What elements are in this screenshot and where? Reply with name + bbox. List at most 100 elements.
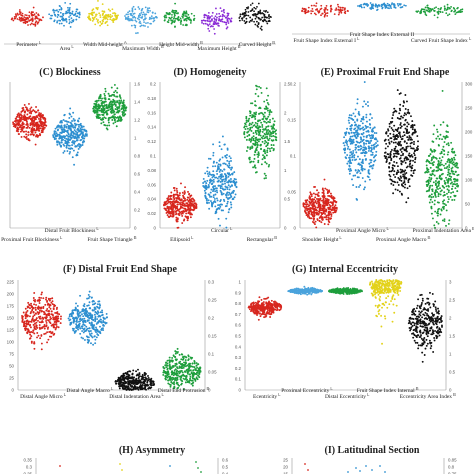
panel-a-point	[168, 13, 171, 16]
panel-c-point	[93, 105, 96, 108]
panel-a-point	[218, 12, 221, 15]
panel-c-point	[33, 110, 36, 113]
panel-c-point	[103, 116, 106, 119]
panel-d-point	[213, 174, 216, 177]
panel-d-point	[251, 136, 254, 139]
panel-d-point	[218, 175, 220, 178]
panel-c-point	[23, 114, 26, 117]
panel-c-point	[62, 151, 65, 154]
panel-c-point	[60, 124, 63, 127]
panel-e-point	[384, 151, 386, 154]
panel-a-point	[229, 19, 232, 22]
panel-a-point	[260, 25, 263, 28]
panel-e-point	[412, 172, 415, 175]
panel-a-point	[60, 8, 63, 11]
panel-e-point	[321, 191, 324, 194]
panel-d-point	[223, 168, 226, 171]
panel-d-point	[274, 135, 276, 138]
panel-b-point	[315, 8, 317, 11]
panel-b-point	[301, 9, 304, 12]
panel-d-point	[262, 135, 265, 138]
panel-d-point	[251, 121, 254, 124]
panel-a-point	[139, 25, 142, 28]
panel-c-point	[77, 123, 80, 126]
panel-d-point	[218, 207, 221, 210]
panel-f-point	[43, 313, 46, 316]
panel-c-point	[71, 120, 74, 122]
panel-c-point	[79, 122, 82, 125]
panel-e-point	[358, 158, 361, 161]
panel-a-point	[102, 18, 105, 21]
panel-b-point	[436, 16, 439, 19]
panel-a-point	[144, 13, 146, 16]
panel-b-point	[420, 8, 423, 11]
panel-d-point	[245, 150, 248, 152]
panel-c-point	[115, 101, 117, 104]
panel-d-point	[258, 125, 261, 128]
panel-e-point	[408, 152, 411, 155]
panel-d-point	[253, 115, 256, 118]
panel-e-point	[416, 135, 419, 138]
panel-f-point	[39, 315, 42, 318]
panel-d-point	[205, 199, 208, 202]
panel-a-point	[221, 20, 224, 23]
panel-e-point	[361, 158, 364, 161]
panel-e-point	[351, 153, 353, 156]
panel-c-point	[81, 133, 84, 136]
panel-e-point	[457, 173, 460, 176]
panel-d-point	[215, 187, 218, 190]
panel-e-point	[433, 224, 436, 227]
panel-b-point	[396, 3, 399, 5]
panel-f-point	[42, 297, 45, 300]
panel-c-point	[28, 126, 31, 129]
panel-c-point	[27, 134, 30, 137]
panel-c-point	[95, 115, 98, 118]
panel-b-point	[425, 9, 428, 12]
panel-c-point	[107, 98, 110, 101]
panel-e-point	[352, 112, 355, 115]
panel-e-point	[405, 100, 408, 103]
panel-d-point	[272, 144, 275, 147]
panel-a-point	[28, 11, 31, 14]
panel-d-point	[230, 160, 232, 162]
panel-e-point	[394, 181, 397, 184]
panel-e-point	[391, 117, 394, 120]
panel-f-point	[37, 308, 40, 310]
panel-d-ytick-7: 0.06	[147, 182, 156, 187]
panel-f-point	[33, 326, 36, 329]
panel-a-point	[72, 20, 75, 23]
panel-d-point	[204, 172, 207, 175]
panel-f-point	[59, 322, 62, 325]
panel-f-point	[87, 293, 90, 296]
panel-e-point	[343, 144, 346, 147]
panel-c-point	[19, 124, 22, 127]
panel-e-point	[392, 114, 395, 116]
panel-b-point	[381, 6, 384, 9]
panel-c-point	[64, 135, 67, 138]
panel-e-point	[403, 186, 406, 189]
panel-e-point	[348, 165, 351, 168]
panel-e-point	[394, 141, 397, 144]
panel-e-point	[395, 155, 398, 158]
panel-d-point	[184, 215, 187, 218]
panel-d-point	[205, 188, 208, 191]
panel-f-point	[49, 307, 52, 310]
panel-d-point	[266, 147, 269, 150]
panel-c-point	[100, 99, 103, 102]
panel-e-point	[361, 177, 364, 179]
panel-a-point	[249, 19, 252, 22]
panel-d-point	[250, 123, 253, 126]
panel-e-point	[451, 148, 454, 151]
panel-d-ytick2-1: 2	[284, 110, 287, 115]
panel-e-category-label: Proximal Angle Macro	[376, 237, 427, 243]
panel-d-point	[264, 174, 267, 177]
panel-c-point	[30, 129, 33, 132]
panel-d-point	[228, 162, 231, 165]
panel-a-point	[192, 18, 195, 21]
panel-d-point	[263, 150, 266, 153]
panel-d-point	[191, 208, 194, 211]
panel-c-point	[103, 94, 106, 97]
panel-c-point	[118, 94, 121, 97]
panel-e-point	[359, 163, 362, 166]
panel-b-point	[446, 3, 449, 6]
